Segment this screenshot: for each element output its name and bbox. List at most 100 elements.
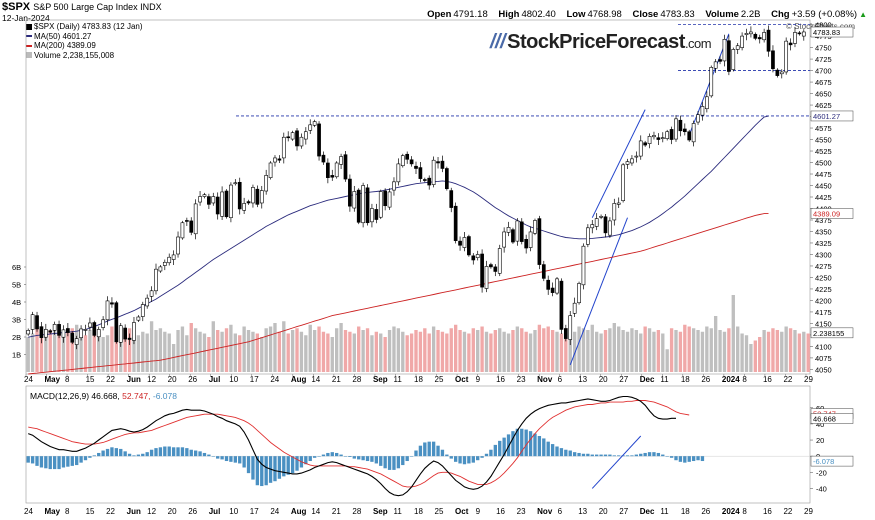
macd-histogram-bar	[123, 451, 127, 457]
candle-body	[537, 218, 542, 265]
macd-histogram-bar	[577, 452, 581, 457]
volume-bar	[493, 330, 497, 372]
candle-body	[220, 191, 224, 217]
macd-x-tick-label: Dec	[640, 507, 655, 516]
volume-bar	[268, 326, 273, 372]
macd-histogram-bar	[246, 456, 251, 474]
candle-body	[577, 283, 581, 304]
volume-bar	[304, 335, 308, 372]
candle-body	[475, 254, 480, 258]
volume-bar	[312, 330, 317, 372]
volume-bar	[308, 324, 312, 372]
volume-bar	[114, 314, 119, 372]
macd-histogram-bar	[564, 449, 568, 457]
candle-body	[696, 114, 700, 123]
macd-histogram-bar	[506, 434, 511, 457]
volume-bar	[75, 324, 79, 372]
macd-histogram-bar	[427, 441, 431, 457]
volume-bar	[559, 333, 564, 372]
volume-bar	[453, 324, 458, 372]
macd-histogram-bar	[361, 456, 365, 461]
candle-body	[762, 32, 766, 41]
candle-body	[665, 131, 670, 139]
candle-body	[493, 266, 498, 272]
macd-histogram-bar	[612, 455, 616, 457]
macd-tick-label: -40	[816, 484, 827, 493]
macd-x-tick-label: Oct	[455, 507, 469, 516]
macd-histogram-bar	[189, 449, 193, 457]
candle-body	[779, 71, 784, 75]
volume-bar	[88, 330, 92, 372]
legend-ma200: MA(200) 4389.09	[26, 41, 143, 51]
volume-bar	[374, 331, 379, 372]
volume-bar	[542, 328, 546, 372]
candle-body	[295, 130, 299, 147]
volume-bar	[418, 331, 423, 372]
candle-body	[321, 154, 326, 163]
candle-body	[154, 268, 158, 292]
macd-histogram-bar	[639, 453, 643, 457]
candle-body	[268, 162, 273, 178]
macd-histogram-bar	[105, 448, 110, 457]
macd-x-tick-label: 8	[742, 507, 747, 516]
candle-body	[643, 142, 647, 146]
macd-histogram-bar	[312, 456, 317, 458]
macd-histogram-bar	[97, 452, 101, 457]
volume-bar	[238, 335, 242, 372]
macd-histogram-bar	[515, 428, 520, 457]
volume-tick-label: 2B	[12, 333, 21, 342]
candle-body	[136, 316, 141, 321]
macd-histogram-bar	[409, 456, 414, 457]
macd-histogram-bar	[352, 456, 356, 459]
macd-x-tick-label: 2024	[722, 507, 740, 516]
volume-bar	[537, 324, 542, 372]
volume-bar	[277, 331, 282, 372]
volume-bar	[427, 333, 431, 372]
volume-bar	[476, 330, 480, 372]
x-tick-label: 11	[660, 375, 669, 384]
candle-body	[400, 155, 405, 167]
price-tick-label: 4100	[815, 342, 832, 351]
volume-bar	[634, 330, 639, 372]
volume-bar	[718, 330, 722, 372]
x-tick-label: 24	[270, 375, 279, 384]
candle-body	[546, 279, 551, 290]
candle-body	[303, 131, 308, 140]
macd-histogram-bar	[127, 453, 132, 457]
candle-body	[550, 287, 555, 293]
macd-histogram-bar	[264, 456, 268, 486]
volume-bar	[445, 333, 449, 372]
macd-histogram-bar	[92, 455, 96, 457]
volume-bar	[797, 333, 802, 372]
price-tick-label: 4375	[815, 216, 832, 225]
macd-histogram-bar	[652, 452, 656, 457]
macd-histogram-bar	[462, 456, 467, 465]
macd-histogram-bar	[365, 456, 370, 462]
logo-tld: .com	[684, 36, 712, 51]
macd-x-tick-label: 24	[270, 507, 279, 516]
macd-x-tick-label: Jul	[209, 507, 221, 516]
volume-bar	[220, 331, 224, 372]
macd-histogram-bar	[656, 452, 661, 457]
macd-x-tick-label: 14	[311, 507, 320, 516]
volume-bar	[762, 330, 766, 372]
volume-bar	[141, 331, 145, 372]
macd-x-tick-label: 22	[783, 507, 792, 516]
volume-bar	[396, 328, 401, 372]
volume-bar	[61, 337, 66, 372]
candle-body	[480, 253, 484, 288]
macd-x-tick-label: 23	[517, 507, 526, 516]
macd-histogram-bar	[83, 456, 88, 461]
candle-body	[801, 31, 806, 37]
x-tick-label: Jul	[209, 375, 221, 384]
macd-histogram-bar	[26, 456, 30, 463]
volume-bar	[370, 335, 374, 372]
macd-histogram-bar	[555, 446, 559, 457]
price-tick-label: 4300	[815, 250, 832, 259]
volume-bar	[348, 331, 352, 372]
volume-bar	[758, 337, 762, 372]
volume-bar	[361, 330, 365, 372]
x-tick-label: 20	[168, 375, 177, 384]
macd-histogram-bar	[643, 452, 647, 457]
candle-body	[647, 136, 652, 144]
